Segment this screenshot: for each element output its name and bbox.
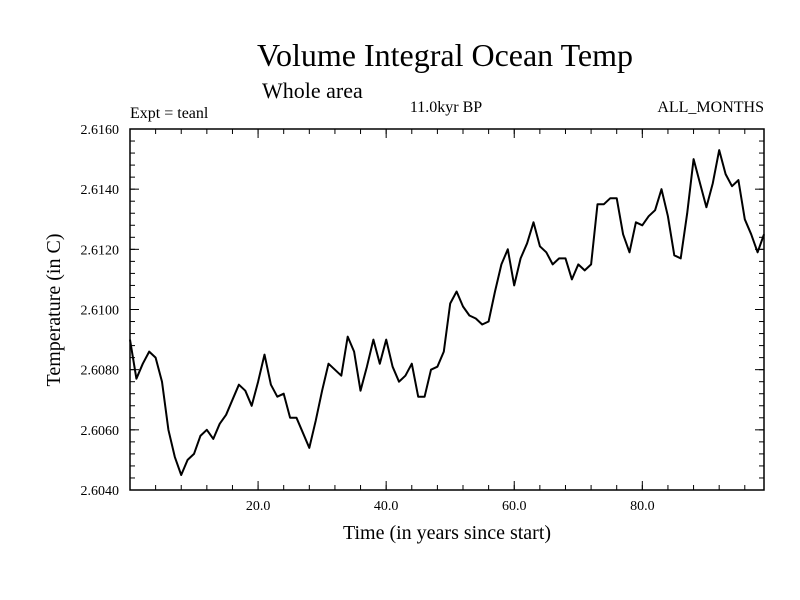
x-axis-ticks: 20.0 40.0 60.0 80.0 (246, 129, 655, 514)
y-tick-label: 2.6100 (81, 304, 120, 319)
y-tick-label: 2.6140 (81, 183, 120, 198)
minor-ticks (130, 129, 764, 490)
x-tick-label: 80.0 (630, 499, 655, 514)
x-tick-label: 40.0 (374, 499, 399, 514)
x-tick-label: 20.0 (246, 499, 271, 514)
y-tick-label: 2.6040 (81, 484, 120, 499)
plot-frame (129, 128, 765, 491)
chart-title: Volume Integral Ocean Temp (257, 37, 633, 73)
experiment-label: Expt = teanl (130, 105, 209, 122)
temperature-series-line (129, 149, 765, 476)
chart-subtitle: Whole area (262, 78, 363, 103)
y-tick-label: 2.6160 (81, 123, 120, 138)
y-axis-label: Temperature (in C) (43, 234, 65, 387)
period-label: 11.0kyr BP (410, 99, 482, 116)
x-axis-label: Time (in years since start) (343, 522, 551, 544)
y-tick-label: 2.6060 (81, 424, 120, 439)
y-tick-label: 2.6080 (81, 364, 120, 379)
x-tick-label: 60.0 (502, 499, 527, 514)
months-label: ALL_MONTHS (657, 99, 764, 116)
y-tick-label: 2.6120 (81, 243, 120, 258)
y-axis-ticks: 2.6040 2.6060 2.6080 2.6100 2.6120 2.6140 2.61… (81, 123, 764, 499)
